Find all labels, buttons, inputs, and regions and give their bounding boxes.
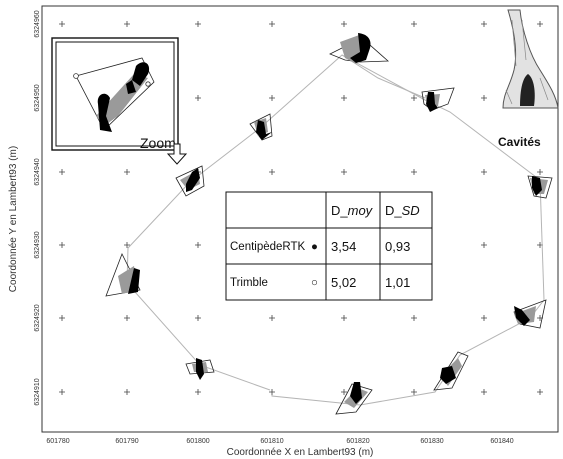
cavites-label: Cavités <box>498 135 541 149</box>
y-tick-label: 6324960 <box>34 10 41 37</box>
statistics-table: D_moy D_SD CentipèdeRTK ● 3,54 0,93 Trim… <box>225 191 433 301</box>
device-symbol: ● <box>311 241 318 253</box>
grid-plus-marker <box>124 169 130 175</box>
grid-plus-marker <box>481 242 487 248</box>
cavity-cluster <box>185 358 215 380</box>
cavity-cluster <box>175 165 205 197</box>
grid-plus-marker <box>195 389 201 395</box>
device-label: CentipèdeRTK <box>230 241 306 253</box>
d-sd-value: 0,93 <box>385 239 410 254</box>
grid-plus-marker <box>59 242 65 248</box>
y-axis-title: Coordonnée Y en Lambert93 (m) <box>8 146 19 292</box>
grid-plus-marker <box>537 21 543 27</box>
zoom-label: Zoom <box>140 135 176 151</box>
cavity-cluster <box>421 87 455 112</box>
grid-plus-marker <box>411 95 417 101</box>
header-d-moy: D_moy <box>331 203 374 218</box>
grid-plus-marker <box>481 169 487 175</box>
grid-plus-marker <box>537 169 543 175</box>
y-tick-label: 6324950 <box>34 84 41 111</box>
grid-plus-marker <box>481 315 487 321</box>
grid-plus-marker <box>411 21 417 27</box>
grid-plus-marker <box>481 21 487 27</box>
grid-plus-marker <box>411 389 417 395</box>
grid-plus-marker <box>269 389 275 395</box>
d-moy-value: 3,54 <box>331 239 356 254</box>
grid-plus-marker <box>195 242 201 248</box>
d-sd-value: 1,01 <box>385 275 410 290</box>
cavity-cluster <box>335 382 373 415</box>
x-tick-label: 601800 <box>186 438 209 445</box>
grid-plus-marker <box>124 315 130 321</box>
y-tick-label: 6324910 <box>34 378 41 405</box>
cavity-cluster <box>329 33 390 64</box>
grid-plus-marker <box>411 169 417 175</box>
cavity-cluster <box>513 299 547 329</box>
device-symbol: ○ <box>311 277 318 289</box>
grid-plus-marker <box>59 315 65 321</box>
grid-plus-marker <box>59 389 65 395</box>
grid-plus-marker <box>341 95 347 101</box>
y-tick-label: 6324930 <box>34 231 41 258</box>
y-tick-label: 6324940 <box>34 158 41 185</box>
grid-plus-marker <box>537 389 543 395</box>
grid-plus-marker <box>195 315 201 321</box>
d-moy-value: 5,02 <box>331 275 356 290</box>
x-axis-title: Coordonnée X en Lambert93 (m) <box>227 447 374 458</box>
x-tick-label: 601830 <box>420 438 443 445</box>
grid-plus-marker <box>195 21 201 27</box>
cavity-cluster <box>105 253 141 297</box>
grid-plus-marker <box>411 315 417 321</box>
grid-plus-marker <box>124 389 130 395</box>
grid-plus-marker <box>124 21 130 27</box>
grid-plus-marker <box>59 21 65 27</box>
cavity-cluster <box>527 175 553 199</box>
x-tick-label: 601820 <box>346 438 369 445</box>
x-tick-label: 601790 <box>115 438 138 445</box>
y-axis: 6324960 6324950 6324940 6324930 6324920 … <box>8 10 41 405</box>
header-d-sd: D_SD <box>385 203 420 218</box>
grid-plus-marker <box>195 95 201 101</box>
x-axis: 601780 601790 601800 601810 601820 60183… <box>46 438 513 458</box>
grid-plus-marker <box>269 169 275 175</box>
cavity-cluster <box>249 113 273 141</box>
y-tick-label: 6324920 <box>34 304 41 331</box>
x-tick-label: 601780 <box>46 438 69 445</box>
grid-plus-marker <box>269 21 275 27</box>
grid-plus-marker <box>341 389 347 395</box>
grid-plus-marker <box>341 169 347 175</box>
grid-plus-marker <box>59 169 65 175</box>
x-tick-label: 601840 <box>490 438 513 445</box>
x-tick-label: 601810 <box>260 438 283 445</box>
grid-plus-marker <box>269 95 275 101</box>
grid-plus-marker <box>481 95 487 101</box>
grid-plus-marker <box>481 389 487 395</box>
grid-plus-marker <box>341 21 347 27</box>
tree-cavity-icon <box>502 9 559 109</box>
grid-plus-marker <box>124 242 130 248</box>
device-label: Trimble <box>230 277 268 289</box>
cavity-cluster <box>433 351 469 391</box>
cavity-clusters <box>105 33 553 415</box>
grid-plus-marker <box>341 315 347 321</box>
zoom-inset <box>51 37 179 151</box>
grid-plus-marker <box>269 315 275 321</box>
zoom-arrow-icon <box>166 143 188 165</box>
